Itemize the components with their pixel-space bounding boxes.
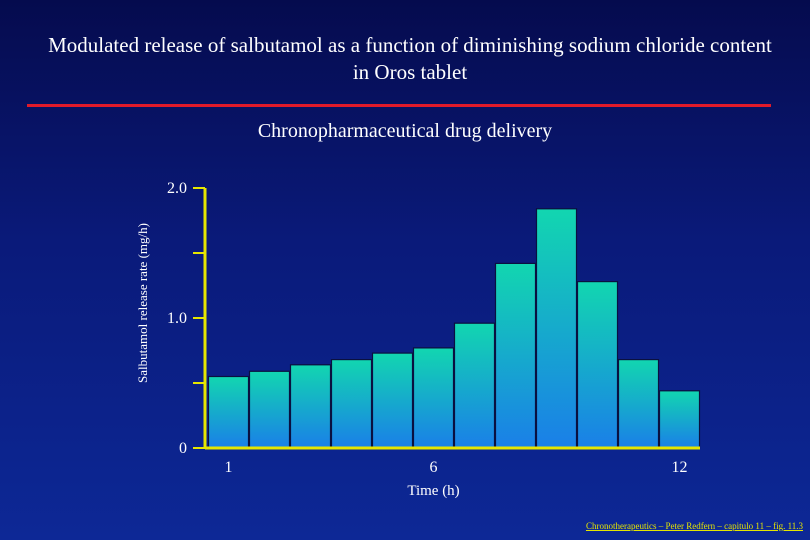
bar-hour-3 bbox=[289, 364, 332, 449]
slide-title: Modulated release of salbutamol as a fun… bbox=[48, 33, 772, 84]
bar-hour-12 bbox=[658, 390, 701, 449]
chart-subtitle: Chronopharmaceutical drug delivery bbox=[257, 120, 553, 142]
bar-hour-4 bbox=[330, 359, 373, 449]
bar-hour-8 bbox=[494, 262, 537, 449]
bar-hour-1 bbox=[207, 375, 250, 449]
footer-citation[interactable]: Chronotherapeutics – Peter Redfern – cap… bbox=[585, 521, 803, 531]
x-tick-label: 12 bbox=[672, 459, 688, 476]
bar-hour-5 bbox=[371, 352, 414, 449]
bar-hour-2 bbox=[248, 370, 291, 449]
x-tick-label: 1 bbox=[225, 459, 233, 476]
y-tick-label: 2.0 bbox=[167, 180, 187, 197]
y-tick-label: 1.0 bbox=[167, 310, 187, 327]
bar-hour-10 bbox=[576, 281, 619, 449]
x-tick-label: 6 bbox=[430, 459, 438, 476]
bar-hour-7 bbox=[453, 322, 496, 449]
title-divider bbox=[27, 104, 771, 107]
x-axis-label: Time (h) bbox=[407, 483, 459, 499]
y-tick-label: 0 bbox=[179, 440, 187, 457]
bar-hour-11 bbox=[617, 359, 660, 449]
bar-hour-6 bbox=[412, 347, 455, 449]
y-axis-label: Salbutamol release rate (mg/h) bbox=[135, 223, 150, 383]
bar-hour-9 bbox=[535, 208, 578, 449]
